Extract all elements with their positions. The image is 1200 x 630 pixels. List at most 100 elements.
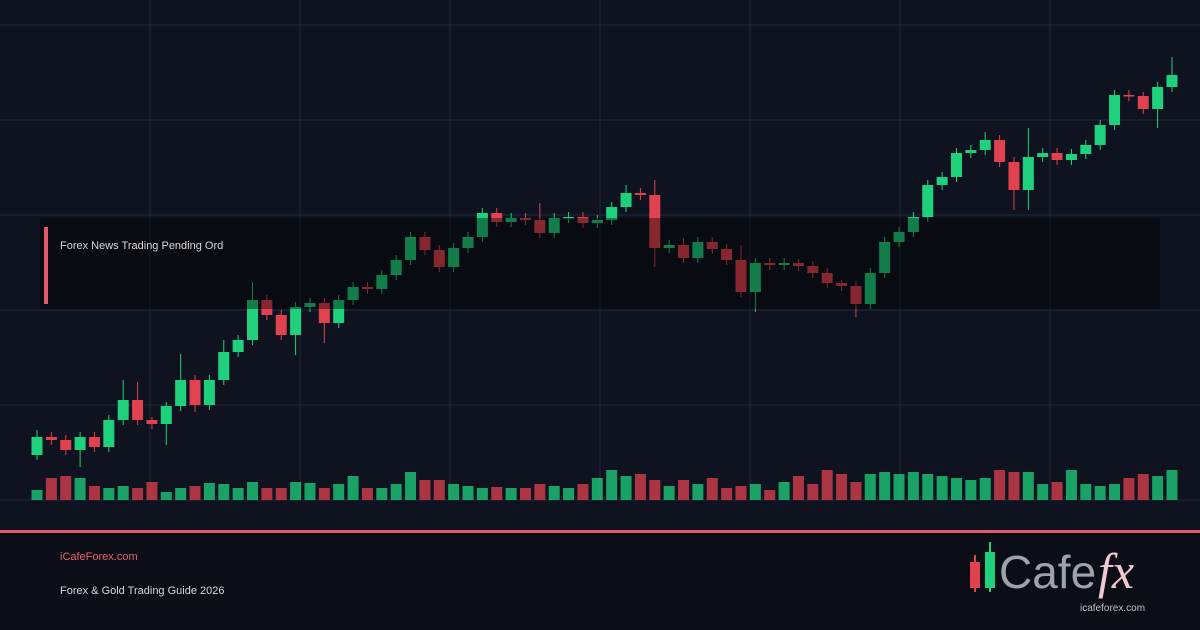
candle-body — [203, 380, 215, 405]
candle-body — [419, 237, 431, 250]
volume-bar — [448, 484, 460, 500]
candle-body — [218, 352, 230, 380]
logo-mark: fx — [1098, 543, 1134, 599]
candle-body — [1094, 125, 1106, 145]
volume-bar — [505, 488, 517, 500]
candle-body — [347, 287, 359, 300]
volume-bar — [462, 486, 474, 500]
volume-bar — [333, 484, 345, 500]
volume-bar — [491, 487, 503, 500]
candle-body — [1037, 153, 1049, 157]
candle-body — [261, 300, 273, 315]
candle-body — [232, 340, 244, 352]
candle-body — [1065, 154, 1077, 160]
volume-bar — [419, 480, 431, 500]
volume-bar — [60, 476, 72, 500]
logo-name: Cafe — [999, 546, 1096, 598]
volume-bar — [433, 480, 445, 500]
volume-bar — [347, 476, 359, 500]
candle-body — [462, 237, 474, 248]
candle-body — [146, 420, 158, 424]
candle-body — [965, 150, 977, 153]
candle-body — [749, 263, 761, 292]
volume-bar — [1094, 486, 1106, 500]
volume-bar — [261, 488, 273, 500]
volume-bar — [663, 486, 675, 500]
volume-bar — [376, 488, 388, 500]
volume-bar — [132, 488, 144, 500]
candle-body — [1109, 95, 1121, 125]
volume-bar — [1080, 484, 1092, 500]
candle-body — [534, 220, 546, 233]
candle-body — [405, 237, 417, 260]
volume-bar — [103, 488, 115, 500]
volume-bar — [764, 490, 776, 500]
volume-bar — [405, 472, 417, 500]
volume-bar — [907, 472, 919, 500]
volume-bar — [175, 488, 187, 500]
candle-body — [519, 218, 531, 220]
candle-body — [850, 286, 862, 304]
candle-body — [88, 437, 100, 447]
volume-bar — [476, 488, 488, 500]
volume-bar — [591, 478, 603, 500]
volume-bar — [936, 476, 948, 500]
volume-bar — [31, 490, 43, 500]
candle-body — [1123, 95, 1135, 97]
candle-body — [706, 242, 718, 249]
candle-body — [1008, 162, 1020, 190]
volume-bar — [318, 488, 330, 500]
logo-icon — [970, 542, 995, 592]
volume-bar — [836, 474, 848, 500]
volume-bar — [1008, 472, 1020, 500]
candle-body — [448, 248, 460, 267]
volume-bar — [290, 482, 302, 500]
volume-bar — [45, 478, 57, 500]
volume-bar — [74, 478, 86, 500]
annotation-box — [40, 218, 1160, 309]
volume-bar — [850, 482, 862, 500]
candle-body — [1080, 145, 1092, 154]
volume-bar — [778, 482, 790, 500]
candle-body — [836, 283, 848, 286]
candle-body — [649, 195, 661, 248]
volume-bar — [1137, 474, 1149, 500]
volume-bar — [994, 470, 1006, 500]
volume-bar — [218, 484, 230, 500]
volume-bar — [1152, 476, 1164, 500]
volume-bar — [706, 478, 718, 500]
candle-body — [433, 250, 445, 267]
candle-body — [922, 185, 934, 217]
volume-bar — [189, 486, 201, 500]
volume-bar — [88, 486, 100, 500]
volume-bar — [1109, 484, 1121, 500]
volume-bar — [160, 492, 172, 500]
candle-body — [361, 287, 373, 289]
candle-body — [979, 140, 991, 150]
candle-body — [907, 217, 919, 232]
volume-bar — [1051, 482, 1063, 500]
candle-body — [620, 193, 632, 207]
candle-body — [45, 437, 57, 440]
candle-body — [290, 307, 302, 335]
candle-body — [735, 260, 747, 292]
candle-body — [663, 245, 675, 248]
volume-bar — [563, 488, 575, 500]
candle-body — [764, 263, 776, 265]
volume-bar — [117, 486, 129, 500]
candle-body — [189, 380, 201, 405]
volume-bar — [275, 488, 287, 500]
volume-bar — [1065, 470, 1077, 500]
candle-body — [950, 153, 962, 177]
volume-bar — [965, 480, 977, 500]
candle-body — [390, 260, 402, 275]
candle-body — [864, 273, 876, 304]
volume-bar — [620, 476, 632, 500]
candle-body — [634, 193, 646, 195]
candle-body — [132, 400, 144, 420]
candle-body — [577, 217, 589, 223]
logo-url: icafeforex.com — [1080, 603, 1145, 614]
volume-bar — [247, 482, 259, 500]
candle-body — [879, 242, 891, 273]
